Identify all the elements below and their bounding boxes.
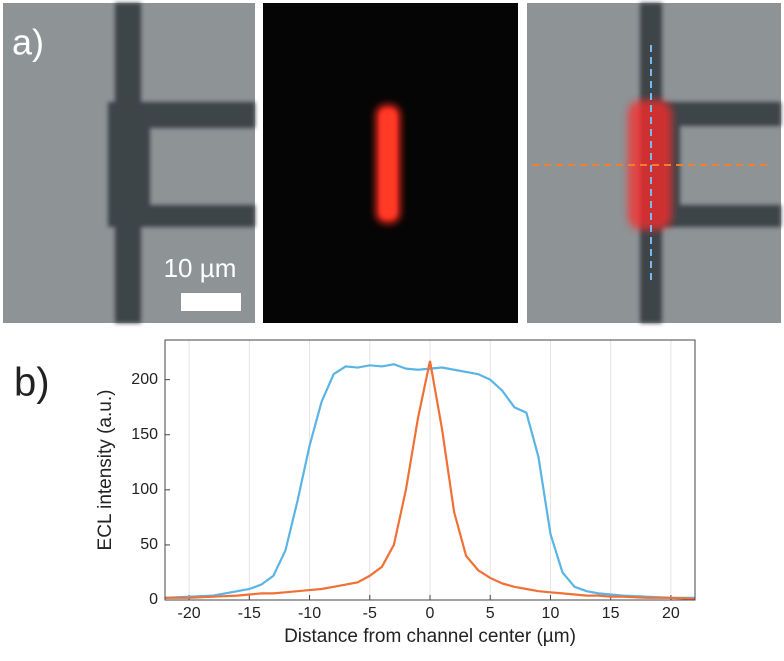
- y-tick-label: 150: [131, 426, 158, 443]
- data-line: [164, 363, 695, 599]
- panel-label: a): [12, 22, 44, 63]
- x-tick-label: 5: [486, 605, 495, 622]
- x-tick-label: -5: [363, 605, 377, 622]
- x-tick-label: 15: [602, 605, 620, 622]
- y-tick-label: 50: [140, 536, 158, 553]
- y-tick-label: 0: [149, 591, 158, 608]
- x-tick-label: -20: [178, 605, 201, 622]
- ecl-image: [263, 3, 518, 323]
- x-tick-label: -10: [298, 605, 321, 622]
- y-tick-label: 200: [131, 371, 158, 388]
- x-tick-label: 10: [542, 605, 560, 622]
- x-tick-label: 0: [426, 605, 435, 622]
- panel-label: b): [14, 361, 50, 405]
- x-tick-label: -15: [238, 605, 261, 622]
- y-tick-label: 100: [131, 481, 158, 498]
- x-tick-label: 20: [662, 605, 680, 622]
- scale-bar: [181, 293, 241, 311]
- data-line: [165, 360, 696, 600]
- plot-frame: [164, 339, 696, 601]
- overlay-image: [527, 3, 781, 323]
- x-axis-title: Distance from channel center (µm): [284, 626, 576, 647]
- scale-bar-label: 10 µm: [164, 253, 237, 283]
- brightfield-image: a) 10 µm: [3, 3, 255, 323]
- y-axis-title: ECL intensity (a.u.): [95, 390, 116, 551]
